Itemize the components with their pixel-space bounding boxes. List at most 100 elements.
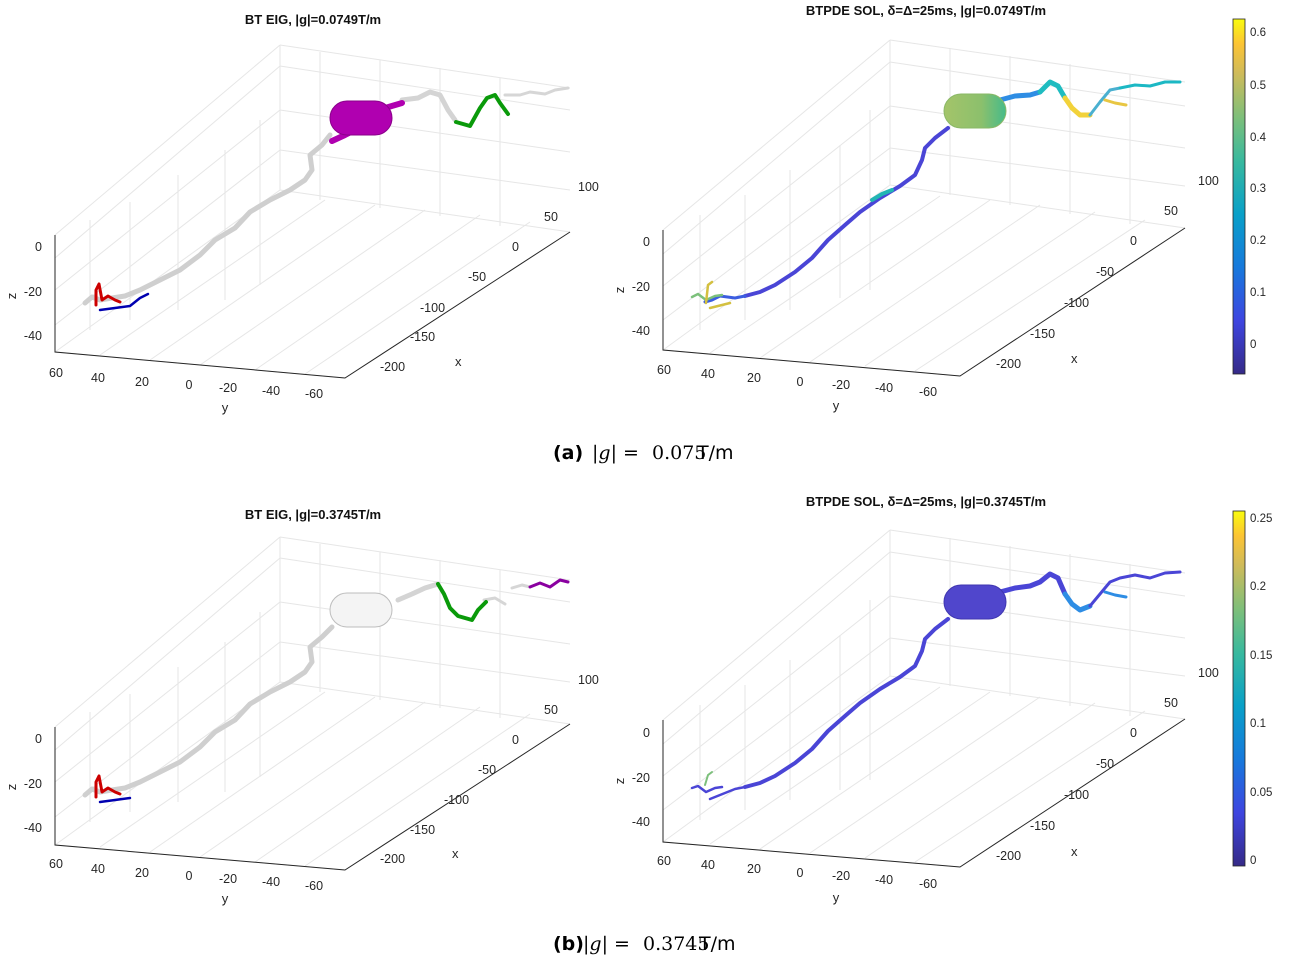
x-ticks: 100 50 0 -50 -100 -150 -200 x <box>996 666 1219 863</box>
x-axis-label: x <box>452 846 459 861</box>
y-ticks: 60 40 20 0 -20 -40 -60 y <box>657 363 937 413</box>
y-tick: 60 <box>49 366 63 380</box>
colorbar-tick: 0.15 <box>1250 650 1272 662</box>
y-tick: 0 <box>186 378 193 392</box>
colorbar: 0.25 0.2 0.15 0.1 0.05 0 <box>1232 510 1272 867</box>
x-tick: 100 <box>578 180 599 194</box>
x-tick: -50 <box>478 763 496 777</box>
dendrite-sol-teal <box>870 188 894 202</box>
z-tick: -40 <box>632 815 650 829</box>
y-tick: 20 <box>747 862 761 876</box>
colorbar-tick: 0.1 <box>1250 287 1266 299</box>
dendrite-gray-far <box>482 583 532 606</box>
y-tick: 40 <box>701 858 715 872</box>
dendrite-sol-top-far <box>1118 80 1182 90</box>
x-axis-label: x <box>1071 844 1078 859</box>
caption-value: 0.075 <box>652 442 706 464</box>
z-tick: -20 <box>24 285 42 299</box>
colorbar-tick: 0 <box>1250 339 1256 351</box>
colorbar-tick: 0.25 <box>1250 513 1272 525</box>
panel-a-eig: BT EIG, |g|=0.0749T/m 0 -20 -40 z <box>4 12 599 415</box>
y-tick: -60 <box>305 387 323 401</box>
dendrite-sol <box>743 617 950 789</box>
z-axis-label: z <box>4 784 19 791</box>
z-axis-label: z <box>612 287 627 294</box>
dendrite-sol-top <box>997 571 1068 597</box>
dendrite-blue <box>98 292 150 312</box>
panel-title: BT EIG, |g|=0.3745T/m <box>245 507 381 522</box>
y-tick: -20 <box>832 378 850 392</box>
x-tick: -100 <box>1064 296 1089 310</box>
y-tick: -40 <box>875 873 893 887</box>
z-axis-label: z <box>4 293 19 300</box>
y-ticks: 60 40 20 0 -20 -40 -60 y <box>49 857 323 906</box>
y-tick: 20 <box>135 375 149 389</box>
dendrite-sol-far <box>690 784 747 801</box>
caption-math: |g| = <box>583 933 630 955</box>
y-tick: -20 <box>219 872 237 886</box>
x-tick: -50 <box>1096 757 1114 771</box>
panel-a-sol: BTPDE SOL, δ=Δ=25ms, |g|=0.0749T/m 0 -20… <box>612 3 1267 413</box>
x-tick: -100 <box>444 793 469 807</box>
x-tick: -50 <box>1096 265 1114 279</box>
x-tick: 0 <box>1130 234 1137 248</box>
z-tick: -40 <box>24 821 42 835</box>
grid-lines <box>662 39 1186 377</box>
y-tick: -40 <box>875 381 893 395</box>
y-ticks: 60 40 20 0 -20 -40 -60 y <box>49 366 323 415</box>
z-tick: 0 <box>35 240 42 254</box>
grid-lines <box>54 536 571 871</box>
neuron-mesh <box>690 570 1182 801</box>
x-tick: 50 <box>544 703 558 717</box>
caption-tag: (b) <box>553 933 584 955</box>
dendrite-sol-top-mid <box>1088 86 1122 117</box>
y-tick: 0 <box>186 869 193 883</box>
x-tick: -150 <box>410 823 435 837</box>
dendrite-sol <box>743 126 950 298</box>
dendrite-sol-top-yellow <box>1062 95 1093 118</box>
colorbar-tick: 0.1 <box>1250 718 1266 730</box>
x-tick: 50 <box>1164 696 1178 710</box>
x-tick: -150 <box>410 330 435 344</box>
y-tick: 60 <box>657 363 671 377</box>
x-tick: -150 <box>1030 819 1055 833</box>
y-tick: 0 <box>797 866 804 880</box>
z-tick: 0 <box>35 732 42 746</box>
z-ticks: 0 -20 -40 z <box>612 235 650 338</box>
dendrite-red <box>94 282 122 307</box>
x-tick: -200 <box>380 852 405 866</box>
axis-edges <box>54 231 571 379</box>
x-tick: 100 <box>1198 174 1219 188</box>
y-axis-label: y <box>222 400 229 415</box>
y-tick: 60 <box>49 857 63 871</box>
soma <box>943 584 1007 620</box>
dendrite-sol-top-far <box>1088 570 1182 608</box>
y-axis-label: y <box>833 398 840 413</box>
z-axis-label: z <box>612 778 627 785</box>
y-ticks: 60 40 20 0 -20 -40 -60 y <box>657 854 937 905</box>
soma <box>329 592 393 628</box>
caption-value: 0.3745 <box>643 933 709 955</box>
z-tick: 0 <box>643 235 650 249</box>
x-tick: 0 <box>1130 726 1137 740</box>
dendrite-purple <box>528 578 570 589</box>
z-tick: -40 <box>24 329 42 343</box>
z-tick: 0 <box>643 726 650 740</box>
x-ticks: 100 50 0 -50 -100 -150 -200 x <box>996 174 1219 371</box>
dendrite-sol-tip <box>704 771 713 786</box>
caption-math: |g| = <box>592 442 639 464</box>
y-tick: -20 <box>219 381 237 395</box>
dendrite-gray-top <box>399 89 458 123</box>
x-tick: -100 <box>1064 788 1089 802</box>
z-ticks: 0 -20 -40 z <box>612 726 650 829</box>
colorbar-tick: 0.2 <box>1250 235 1266 247</box>
dendrite-red <box>94 774 122 799</box>
dendrite-gray-far <box>503 86 570 97</box>
caption-a: (a) |g| = 0.075 T/m <box>553 442 734 464</box>
axis-edges <box>662 718 1186 868</box>
dendrite-sol-top-light <box>1062 591 1093 613</box>
y-tick: 40 <box>701 367 715 381</box>
y-axis-label: y <box>222 891 229 906</box>
colorbar-tick: 0.5 <box>1250 80 1266 92</box>
y-tick: 0 <box>797 375 804 389</box>
